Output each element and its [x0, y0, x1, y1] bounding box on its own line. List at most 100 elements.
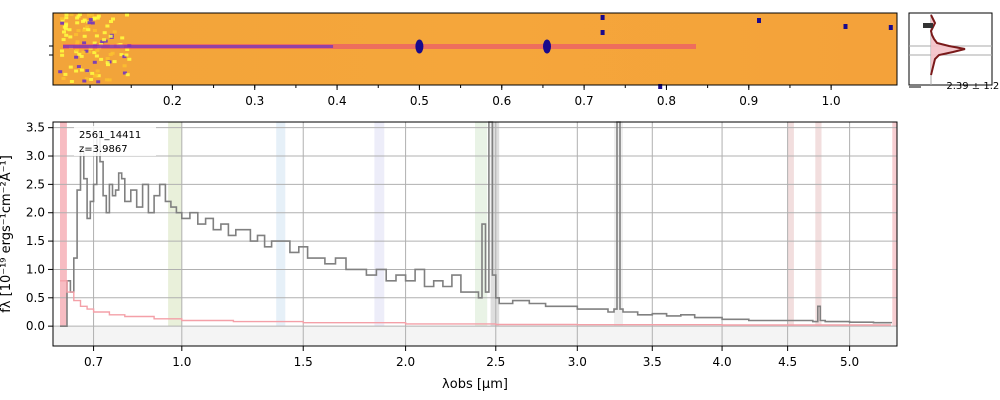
- noise-pixel: [76, 14, 81, 18]
- 1d-spectrum-frame: [52, 121, 898, 347]
- noise-pixel: [104, 78, 109, 82]
- noise-pixel: [90, 13, 95, 17]
- x-tick-label: 0.2: [163, 94, 182, 108]
- noise-pixel: [90, 71, 95, 75]
- x-tick-label: 0.8: [657, 94, 676, 108]
- noise-pixel: [122, 71, 127, 75]
- x-tick-label: 0.7: [84, 355, 103, 369]
- spatial-profile-panel: 2.39 ± 1.23: [908, 12, 1000, 92]
- noise-pixel: [62, 25, 67, 29]
- noise-pixel: [87, 50, 92, 54]
- noise-pixel: [82, 34, 87, 38]
- noise-pixel: [77, 13, 82, 16]
- noise-pixel: [94, 34, 99, 38]
- bad-pixel: [843, 24, 848, 29]
- noise-pixel: [61, 38, 66, 42]
- noise-pixel: [76, 29, 81, 33]
- x-tick-label: 1.0: [172, 355, 191, 369]
- noise-pixel: [87, 21, 92, 25]
- noise-pixel: [81, 19, 85, 23]
- x-tick-label: 0.6: [492, 94, 511, 108]
- noise-pixel: [75, 48, 79, 52]
- x-tick-label: 0.7: [575, 94, 594, 108]
- shaded-band: [475, 122, 488, 346]
- noise-pixel: [95, 48, 100, 52]
- noise-pixel: [86, 28, 91, 32]
- noise-pixel: [61, 76, 66, 80]
- profile-line: [929, 14, 966, 76]
- noise-pixel: [90, 21, 95, 25]
- bad-pixel: [888, 25, 893, 30]
- noise-pixel: [96, 74, 101, 78]
- 2d-spectrum-noise: [49, 13, 893, 89]
- noise-pixel: [64, 27, 68, 31]
- noise-pixel: [109, 20, 113, 23]
- 2d-spectrum-frame: [52, 12, 898, 86]
- noise-pixel: [64, 33, 69, 37]
- noise-pixel: [107, 78, 112, 82]
- shaded-band: [614, 122, 623, 346]
- noise-pixel: [102, 31, 107, 35]
- x-tick-label: 2.5: [486, 355, 505, 369]
- noise-pixel: [125, 13, 129, 17]
- noise-pixel: [64, 16, 69, 20]
- noise-pixel: [96, 80, 101, 84]
- noise-pixel: [112, 60, 117, 64]
- shaded-bands: [53, 122, 897, 346]
- noise-pixel: [88, 18, 93, 22]
- noise-pixel: [125, 73, 130, 77]
- noise-pixel: [105, 61, 110, 65]
- noise-pixel: [79, 54, 84, 58]
- noise-pixel: [74, 33, 79, 37]
- noise-pixel: [124, 53, 129, 57]
- noise-pixel: [76, 65, 81, 69]
- emission-blob: [543, 39, 551, 54]
- x-tick-label: 2.0: [396, 355, 415, 369]
- noise-pixel: [60, 21, 65, 25]
- noise-pixel: [96, 14, 101, 18]
- x-tick-label: 1.5: [294, 355, 313, 369]
- noise-pixel: [64, 22, 69, 26]
- x-tick-label: 0.5: [410, 94, 429, 108]
- noise-pixel: [108, 34, 113, 38]
- x-tick-label: 0.3: [245, 94, 264, 108]
- y-tick-label: 3.5: [26, 121, 45, 135]
- x-tick-label: 5.0: [840, 355, 859, 369]
- x-tick-label: 0.4: [328, 94, 347, 108]
- x-axis-ticks: 0.7 1.0 1.5 2.0 2.5 3.0 3.5 4.0 4.5 5.0: [84, 346, 859, 369]
- error-series: [60, 280, 892, 326]
- 1d-spectrum-panel: 0.7 1.0 1.5 2.0 2.5 3.0 3.5 4.0 4.5 5.0 0.0 0.5 1.0…: [0, 121, 898, 392]
- x-axis-title: λobs [μm]: [442, 377, 508, 392]
- noise-pixel: [75, 21, 80, 25]
- 2d-spectrum-panel: 0.2 0.3 0.4 0.5 0.6 0.7 0.8 0.9 1.0: [49, 12, 898, 108]
- bad-pixel: [600, 15, 605, 20]
- noise-pixel: [127, 57, 132, 61]
- noise-pixel: [79, 68, 84, 72]
- y-axis-title: fλ [10⁻¹⁹ ergs⁻¹cm⁻²Å⁻¹]: [0, 155, 14, 313]
- below-zero-region: [53, 326, 897, 346]
- noise-pixel: [89, 78, 94, 81]
- noise-pixel: [125, 48, 130, 51]
- x-tick-label: 3.5: [643, 355, 662, 369]
- noise-pixel: [77, 52, 82, 56]
- noise-pixel: [74, 55, 79, 59]
- noise-pixel: [84, 77, 89, 81]
- y-tick-label: 3.0: [26, 149, 45, 163]
- shaded-band: [892, 122, 897, 346]
- spectrum-series: [60, 121, 892, 327]
- noise-pixel: [102, 38, 107, 42]
- noise-pixel: [69, 80, 74, 83]
- noise-pixel: [100, 40, 105, 44]
- noise-pixel: [60, 49, 64, 53]
- emission-blob: [415, 39, 424, 54]
- trace-core: [63, 45, 334, 48]
- y-tick-label: 0.0: [26, 319, 45, 333]
- y-tick-label: 1.5: [26, 234, 45, 248]
- label-box: [74, 126, 156, 156]
- noise-pixel: [85, 69, 90, 73]
- shaded-band: [490, 122, 500, 346]
- noise-pixel: [84, 49, 89, 53]
- shaded-band: [787, 122, 794, 346]
- noise-pixel: [75, 16, 80, 20]
